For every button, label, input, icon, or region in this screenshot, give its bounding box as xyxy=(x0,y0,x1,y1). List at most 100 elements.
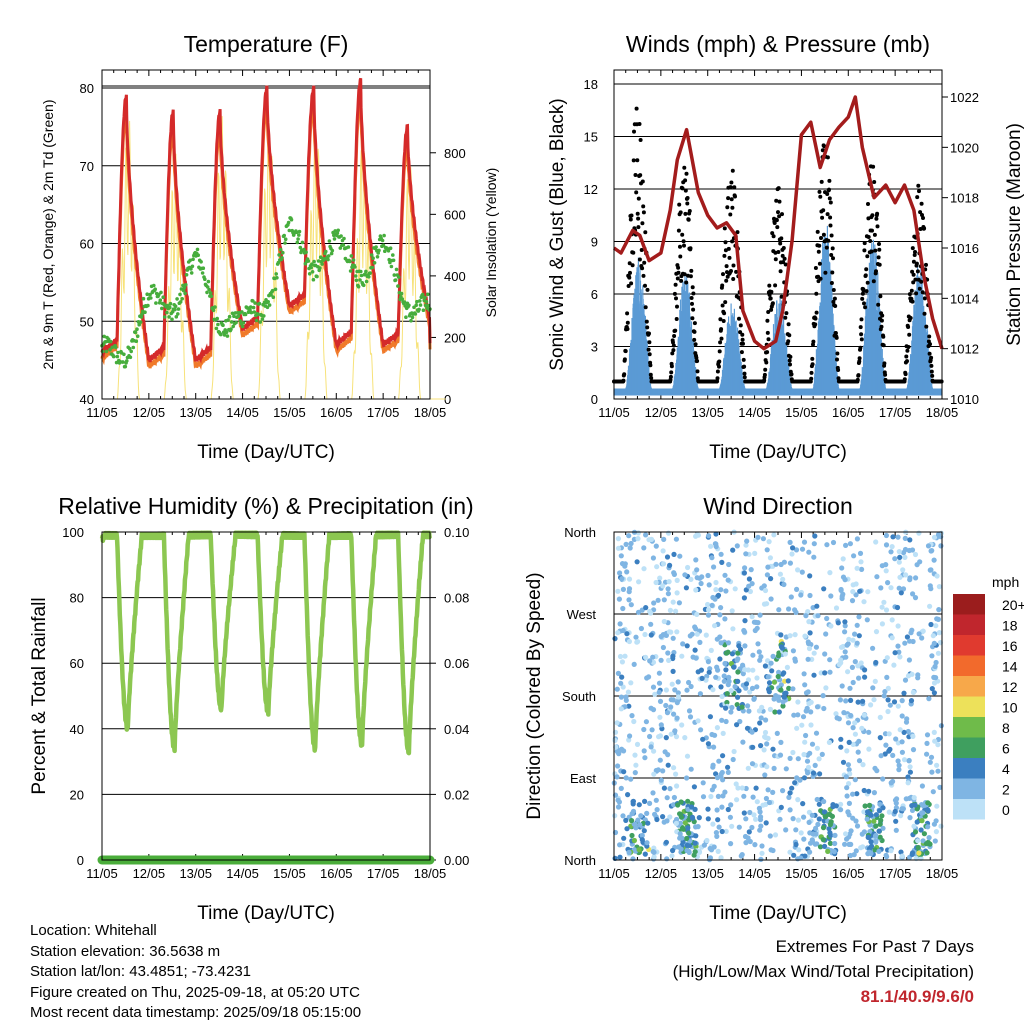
gust-point xyxy=(877,242,881,246)
direction-point xyxy=(710,821,716,827)
direction-point xyxy=(885,685,891,692)
gust-point xyxy=(827,187,831,192)
direction-point xyxy=(854,536,861,542)
direction-point xyxy=(743,785,749,792)
colorbar-swatch xyxy=(953,676,985,697)
direction-point xyxy=(615,804,622,810)
direction-point xyxy=(798,855,804,861)
dewpoint-point xyxy=(145,292,149,297)
gust-point xyxy=(731,263,736,268)
direction-point xyxy=(910,591,916,597)
direction-point xyxy=(641,726,647,733)
direction-point xyxy=(635,609,642,615)
gust-point xyxy=(910,246,915,251)
direction-point xyxy=(871,697,877,703)
gust-point xyxy=(676,265,681,270)
y2-tick-label: 1014 xyxy=(950,291,979,306)
direction-point xyxy=(854,640,860,646)
y2-tick-label: 600 xyxy=(444,207,466,222)
direction-point xyxy=(628,776,634,782)
direction-point xyxy=(620,813,626,819)
gust-point xyxy=(881,343,886,348)
direction-point xyxy=(916,850,922,856)
gust-point xyxy=(904,354,909,359)
gust-point xyxy=(787,358,792,363)
direction-point xyxy=(851,852,857,858)
direction-point xyxy=(793,547,800,553)
direction-point xyxy=(787,560,794,566)
direction-point xyxy=(933,623,939,629)
direction-point xyxy=(836,716,842,722)
direction-point xyxy=(700,736,706,742)
direction-point xyxy=(807,750,813,756)
direction-point xyxy=(706,607,712,613)
direction-point xyxy=(699,574,705,580)
direction-point xyxy=(928,621,934,628)
direction-point xyxy=(766,680,773,686)
direction-point xyxy=(728,802,734,808)
gust-point xyxy=(762,378,767,383)
y-axis-label: Percent & Total Rainfall xyxy=(29,597,50,794)
x-axis-label: Time (Day/UTC) xyxy=(709,903,847,924)
direction-point xyxy=(883,568,889,574)
gust-point xyxy=(869,249,874,254)
direction-point xyxy=(822,814,829,820)
direction-point xyxy=(742,667,748,673)
direction-point xyxy=(850,741,856,748)
gust-point xyxy=(913,250,917,254)
plot-frame xyxy=(613,69,943,400)
direction-point xyxy=(850,791,856,797)
direction-point xyxy=(693,587,699,593)
direction-point xyxy=(827,570,833,576)
gust-point xyxy=(830,270,835,275)
direction-point xyxy=(764,764,770,770)
direction-point xyxy=(802,739,808,745)
dewpoint-point xyxy=(146,303,150,308)
gust-point xyxy=(636,216,641,221)
dewpoint-point xyxy=(222,333,227,337)
gust-point xyxy=(765,330,770,335)
gust-point xyxy=(638,173,643,178)
latest-timestamp-text: Most recent data timestamp: 2025/09/18 0… xyxy=(30,1004,362,1021)
direction-point xyxy=(756,649,762,655)
direction-point xyxy=(891,699,898,705)
direction-point xyxy=(754,625,760,631)
direction-point xyxy=(936,584,943,590)
gust-point xyxy=(692,321,697,326)
gust-point xyxy=(690,285,695,290)
direction-point xyxy=(750,652,756,658)
direction-point xyxy=(918,827,924,833)
direction-point xyxy=(772,709,778,715)
direction-point xyxy=(822,651,828,657)
direction-point xyxy=(919,783,926,789)
dewpoint-point xyxy=(297,229,302,234)
gust-point xyxy=(809,370,814,375)
direction-point xyxy=(666,657,672,664)
y-tick-label: 0 xyxy=(77,853,84,868)
dewpoint-point xyxy=(227,314,232,319)
dewpoint-point xyxy=(104,349,109,354)
direction-point xyxy=(726,674,732,680)
dewpoint-point xyxy=(258,320,263,324)
direction-point xyxy=(710,594,716,601)
dewpoint-point xyxy=(270,288,275,293)
direction-point xyxy=(816,801,822,807)
direction-point xyxy=(647,800,653,807)
direction-point xyxy=(888,848,894,854)
direction-point xyxy=(656,670,663,676)
direction-point xyxy=(627,545,633,551)
gust-point xyxy=(927,334,932,339)
gust-point xyxy=(641,204,646,209)
direction-point xyxy=(663,687,670,693)
direction-point xyxy=(882,751,888,757)
gust-point xyxy=(929,369,934,374)
direction-point xyxy=(625,792,631,798)
x-tick-label: 17/05 xyxy=(367,405,400,420)
gust-point xyxy=(918,210,923,215)
direction-point xyxy=(931,674,937,681)
gust-point xyxy=(689,296,694,300)
direction-point xyxy=(628,680,634,686)
direction-point xyxy=(905,774,911,780)
gust-point xyxy=(831,288,836,292)
gust-point xyxy=(877,247,882,252)
